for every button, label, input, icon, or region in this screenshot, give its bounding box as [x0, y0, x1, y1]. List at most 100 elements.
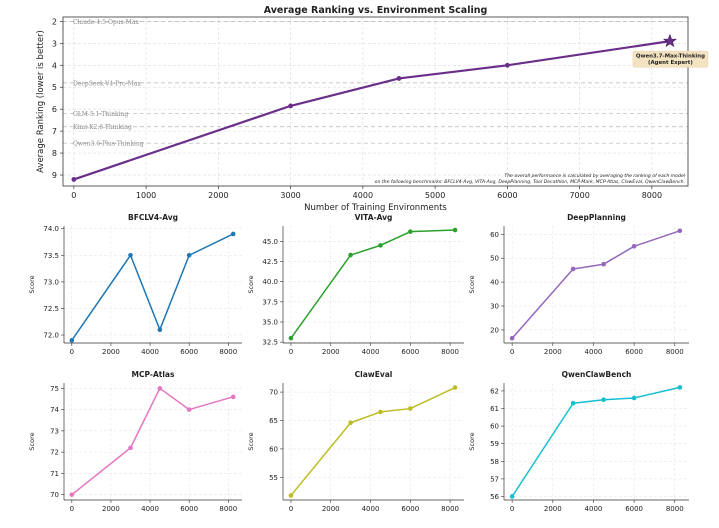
subplot-x-tick-label: 2000: [102, 348, 120, 356]
subplot-point: [69, 338, 75, 343]
ranking-point: [288, 103, 294, 109]
subplot-x-tick-label: 8000: [666, 348, 684, 356]
main-chart-title: Average Ranking vs. Environment Scaling: [264, 5, 488, 16]
subplot-x-tick-label: 0: [70, 505, 74, 513]
subplot-point: [570, 400, 576, 406]
main-y-tick-label: 3: [52, 39, 57, 48]
subplot-y-tick-label: 56: [490, 493, 499, 501]
subplot-x-tick-label: 6000: [180, 348, 198, 356]
main-y-tick-label: 2: [52, 17, 57, 26]
subplot-x-tick-label: 8000: [441, 505, 459, 513]
subplot-point: [69, 492, 75, 497]
subplot-y-tick-label: 71: [50, 470, 59, 478]
subplot-x-tick-label: 4000: [141, 348, 159, 356]
main-y-tick-label: 5: [52, 83, 57, 92]
subplot-x-tick-label: 4000: [362, 348, 380, 356]
subplot-x-tick-label: 4000: [585, 348, 603, 356]
subplot-y-tick-label: 60: [490, 231, 499, 239]
subplot-point: [452, 227, 458, 233]
subplot-qwenclawbench: QwenClawBench 0 2000 4000 6000 8000 56 57 58 59 60…: [468, 370, 689, 513]
subplot-point: [230, 231, 236, 237]
subplot-y-tick-label: 57: [490, 475, 499, 483]
ranking-point: [71, 177, 77, 182]
subplot-point: [378, 243, 383, 248]
subplot-y-tick-label: 73.0: [43, 278, 59, 286]
subplot-x-tick-label: 8000: [219, 505, 237, 513]
subplot-vita-avg: VITA-Avg 0 2000 4000 6000 8000 32.5 35.0 37.5 40.…: [247, 213, 464, 356]
subplot-point: [407, 229, 413, 234]
subplot-point: [128, 252, 133, 258]
main-x-tick-label: 6000: [497, 191, 517, 200]
subplot-y-tick-label: 40.0: [262, 278, 278, 286]
main-y-tick-label: 7: [52, 127, 57, 136]
subplot-point: [631, 243, 637, 249]
subplot-title: BFCLV4-Avg: [128, 213, 178, 222]
ranking-series-line: [73, 40, 671, 181]
subplot-series-line: [71, 233, 234, 341]
subplot-point: [157, 327, 163, 333]
subplot-y-tick-label: 72.0: [43, 332, 59, 340]
reference-line-label: DeepSeek-V4-Pro-Max: [73, 80, 142, 87]
main-x-tick-label: 5000: [425, 191, 445, 200]
reference-line-label: Qwen3.6-Plus-Thinking: [73, 141, 144, 148]
subplot-y-axis-label: Score: [247, 275, 255, 293]
subplot-title: DeepPlanning: [567, 213, 626, 222]
main-x-tick-label: 1000: [136, 191, 156, 200]
main-x-tick-label: 0: [71, 191, 76, 200]
subplot-y-tick-label: 70: [269, 389, 278, 397]
subplot-x-tick-label: 0: [70, 348, 74, 356]
subplot-x-tick-label: 0: [510, 348, 514, 356]
subplot-point: [570, 266, 576, 272]
subplot-point: [348, 420, 353, 426]
subplot-x-tick-label: 2000: [322, 348, 340, 356]
subplot-y-tick-label: 61: [490, 405, 499, 413]
subplot-point: [288, 335, 294, 341]
subplot-x-tick-label: 0: [510, 505, 514, 513]
subplot-x-tick-label: 6000: [180, 505, 198, 513]
subplot-y-axis-label: Score: [468, 275, 476, 293]
subplot-point: [452, 385, 458, 390]
subplot-y-tick-label: 72: [50, 449, 59, 457]
subplot-x-tick-label: 4000: [585, 505, 603, 513]
subplot-point: [157, 386, 163, 391]
subplot-x-tick-label: 4000: [141, 505, 159, 513]
subplot-y-tick-label: 58: [490, 458, 499, 466]
main-x-tick-label: 4000: [353, 191, 373, 200]
subplot-title: ClawEval: [355, 370, 393, 379]
main-y-tick-label: 8: [52, 149, 57, 158]
subplot-title: VITA-Avg: [355, 213, 393, 222]
highlight-label: Qwen3.7-Max-Thinking (Agent Expert): [636, 54, 705, 66]
subplot-y-axis-label: Score: [468, 432, 476, 450]
subplot-series-line: [511, 230, 681, 339]
main-y-tick-label: 4: [52, 61, 57, 70]
subplot-x-tick-label: 8000: [666, 505, 684, 513]
subplot-claweval: ClawEval 0 2000 4000 6000 8000 55 60 65 70 Score: [247, 370, 464, 513]
subplot-point: [288, 493, 294, 498]
reference-line-label: Claude-4.5-Opus-Max: [73, 19, 139, 26]
subplot-x-tick-label: 6000: [401, 348, 419, 356]
main-y-tick-label: 9: [52, 171, 57, 180]
main-x-tick-label: 8000: [642, 191, 662, 200]
ranking-point: [504, 62, 510, 68]
subplot-y-tick-label: 74.0: [43, 225, 59, 233]
subplot-y-tick-label: 50: [490, 255, 499, 263]
subplot-point: [601, 397, 606, 403]
subplot-y-tick-label: 59: [490, 440, 499, 448]
main-x-tick-label: 7000: [569, 191, 589, 200]
subplot-x-tick-label: 2000: [544, 505, 562, 513]
subplot-y-tick-label: 42.5: [262, 258, 278, 266]
subplot-point: [677, 228, 683, 234]
subplot-x-tick-label: 8000: [219, 348, 237, 356]
main-axes-frame: [62, 16, 689, 187]
subplot-point: [348, 252, 353, 258]
subplot-y-axis-label: Score: [28, 432, 36, 450]
subplot-point: [509, 494, 515, 499]
footnote-line: The overall performance is calculated by…: [504, 173, 685, 179]
subplot-x-tick-label: 6000: [401, 505, 419, 513]
subplot-x-tick-label: 8000: [441, 348, 459, 356]
subplot-y-tick-label: 60: [490, 423, 499, 431]
main-x-axis-label: Number of Training Environments: [304, 203, 447, 213]
subplot-y-tick-label: 65: [269, 417, 278, 425]
subplot-y-tick-label: 75: [50, 385, 59, 393]
